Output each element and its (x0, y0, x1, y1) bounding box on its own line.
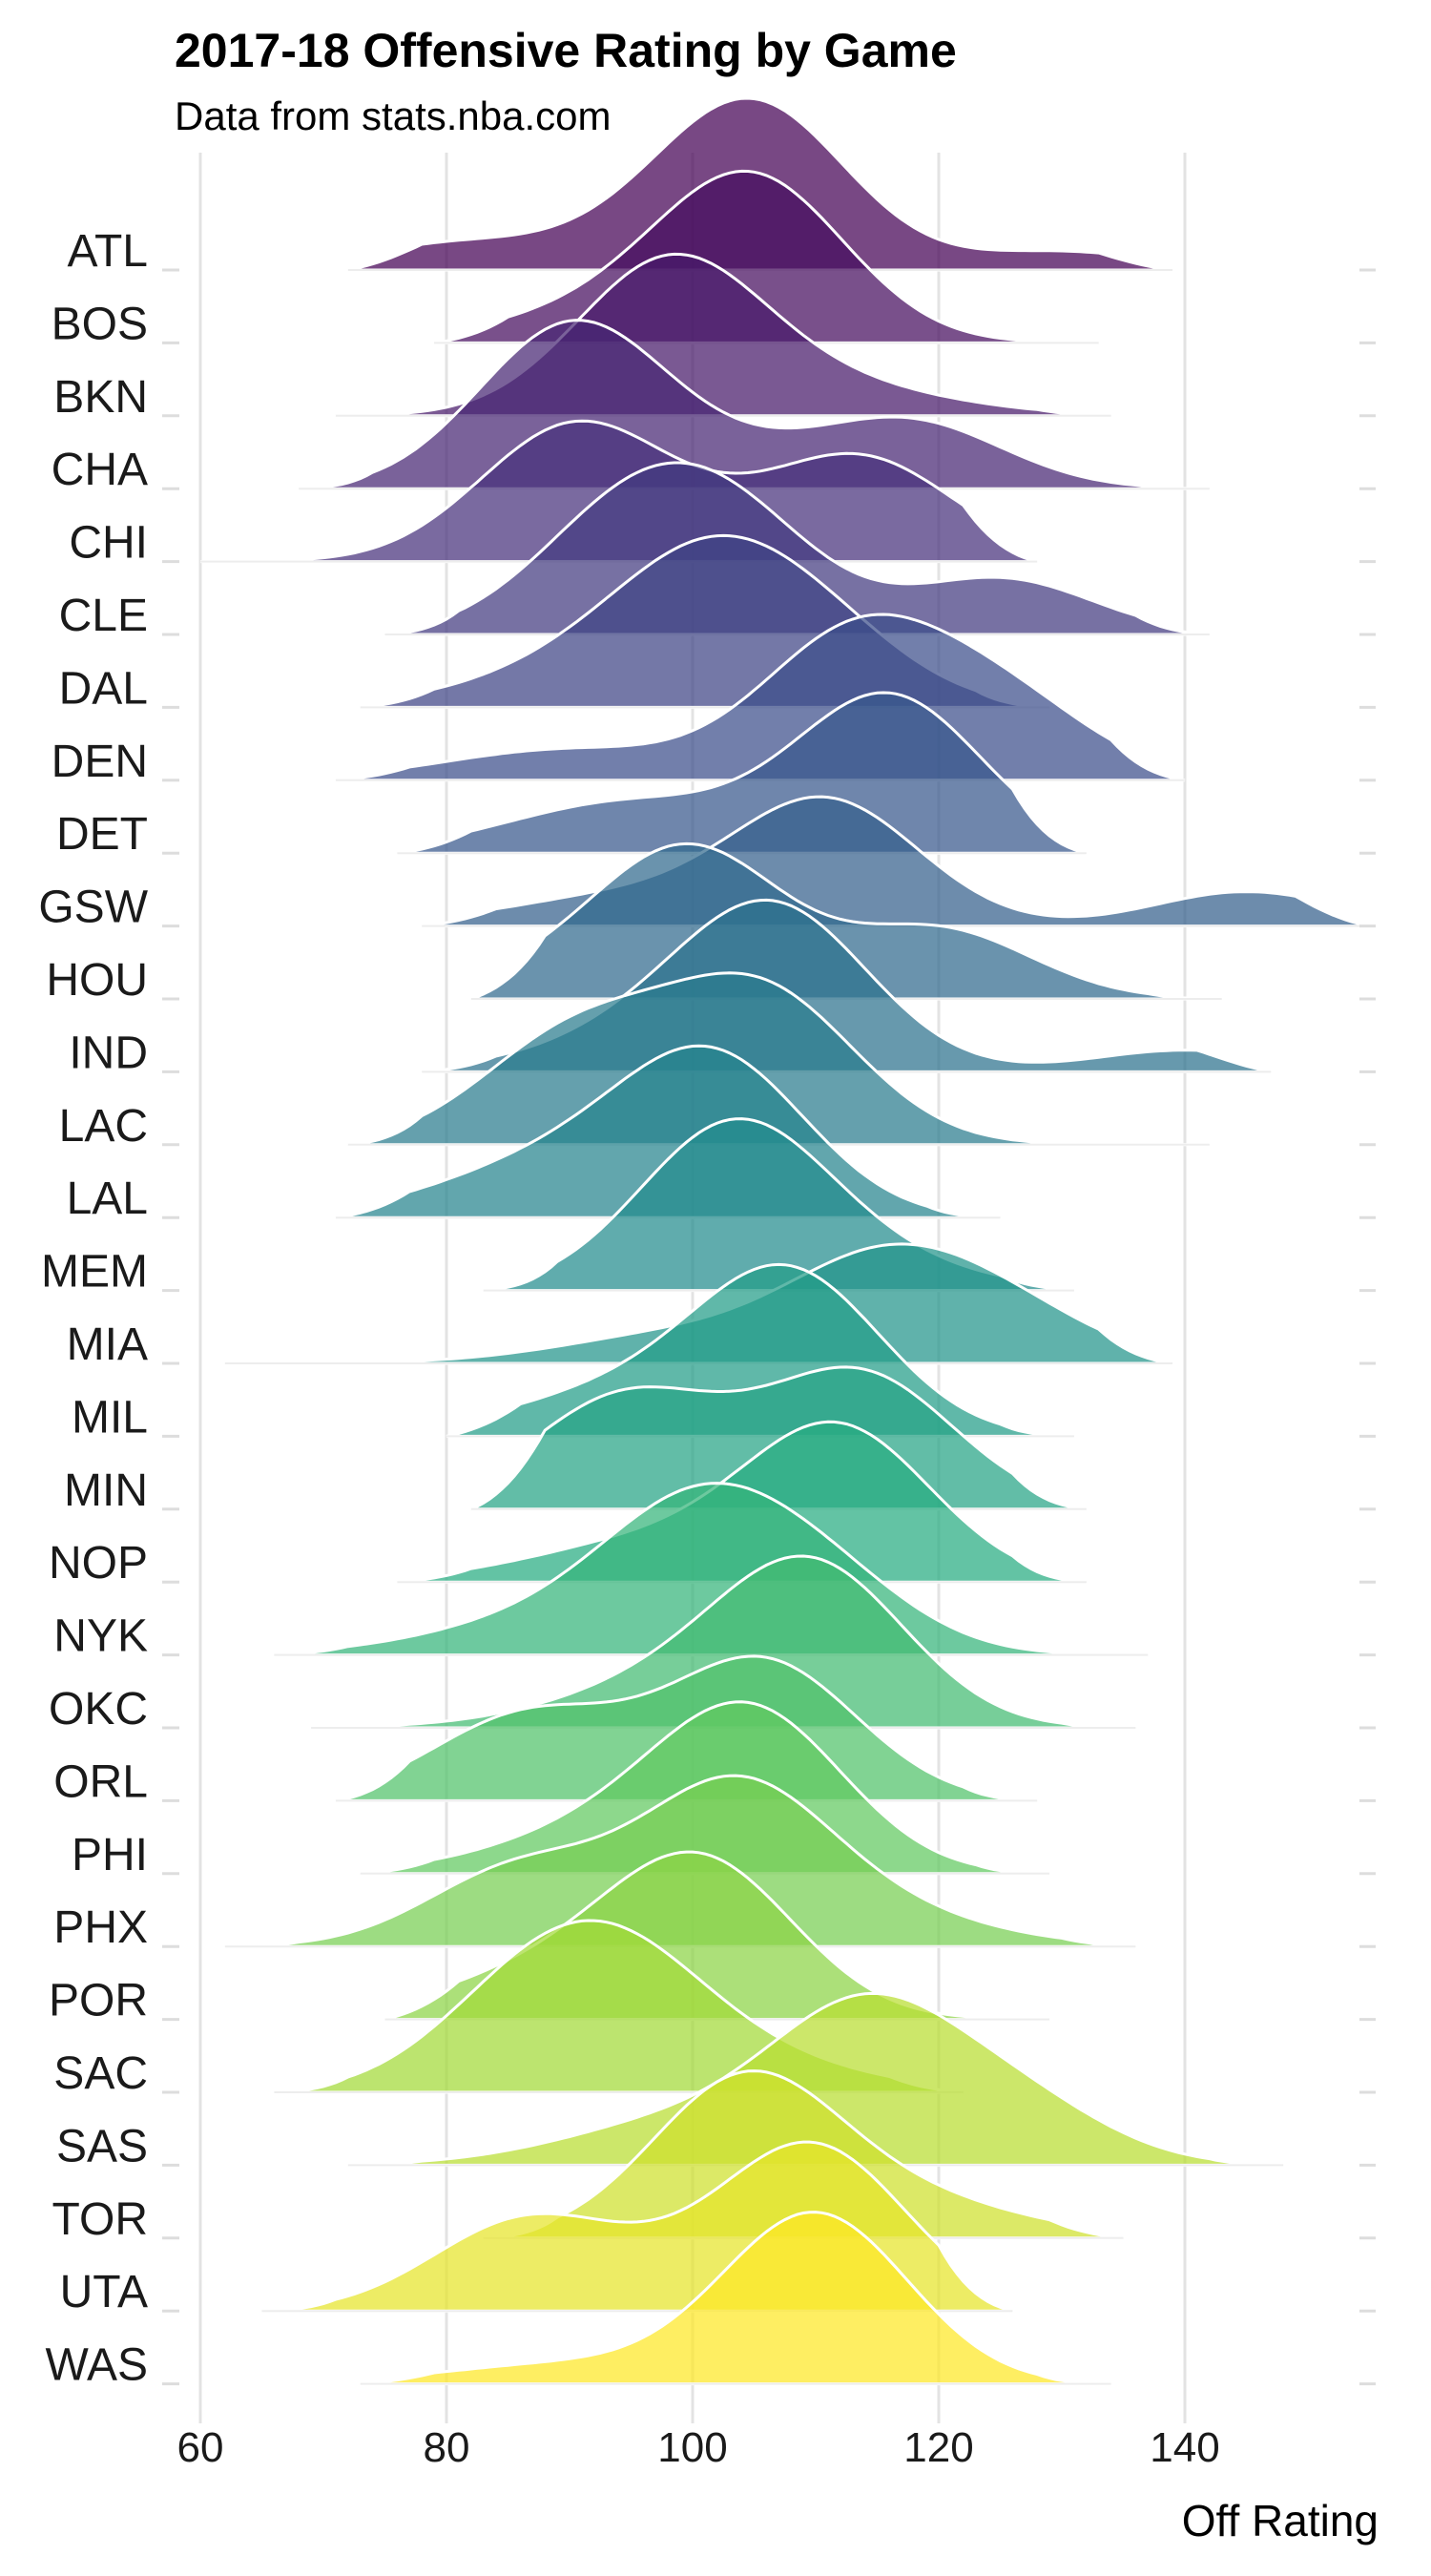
x-axis-labels: 60 80 100 120 140 (177, 2424, 1220, 2471)
y-label-uta: UTA (60, 2267, 148, 2317)
x-axis-title: Off Rating (1182, 2496, 1379, 2545)
y-label-por: POR (49, 1976, 148, 2026)
y-label-atl: ATL (68, 226, 148, 277)
ridge-cle (384, 461, 1210, 636)
y-label-lal: LAL (67, 1174, 148, 1224)
y-label-den: DEN (52, 737, 148, 787)
y-label-phi: PHI (72, 1830, 148, 1880)
y-label-det: DET (56, 809, 148, 860)
y-label-lac: LAC (59, 1101, 148, 1152)
y-label-okc: OKC (49, 1684, 148, 1735)
y-label-sas: SAS (56, 2121, 148, 2171)
ridge-nyk (274, 1482, 1149, 1657)
y-label-bkn: BKN (53, 372, 148, 423)
y-label-sac: SAC (53, 2048, 148, 2099)
ridge-hou (470, 841, 1222, 1001)
y-label-gsw: GSW (38, 883, 148, 933)
x-tick-label-80: 80 (424, 2424, 470, 2471)
x-tick-label-120: 120 (903, 2424, 973, 2471)
y-label-tor: TOR (52, 2194, 148, 2245)
y-label-orl: ORL (53, 1756, 148, 1807)
y-label-mil: MIL (72, 1392, 148, 1443)
chart-title: 2017-18 Offensive Rating by Game (175, 24, 957, 77)
y-label-was: WAS (45, 2340, 148, 2391)
y-label-hou: HOU (46, 955, 148, 1006)
chart-subtitle: Data from stats.nba.com (175, 93, 612, 138)
y-label-dal: DAL (59, 663, 148, 714)
y-label-cle: CLE (59, 591, 148, 641)
y-label-phx: PHX (53, 1902, 148, 1953)
ridge-okc (311, 1554, 1136, 1730)
y-label-nop: NOP (49, 1538, 148, 1589)
ridge-min (470, 1365, 1087, 1511)
ridge-bkn (335, 252, 1111, 418)
ridge-was (360, 2211, 1111, 2386)
y-label-nyk: NYK (53, 1611, 148, 1662)
ridge-mil (446, 1262, 1074, 1438)
x-tick-label-100: 100 (657, 2424, 727, 2471)
x-tick-label-140: 140 (1150, 2424, 1219, 2471)
y-label-ind: IND (69, 1028, 148, 1078)
ridge-det (397, 691, 1088, 855)
ridge-lal (335, 1044, 1001, 1219)
y-label-mem: MEM (41, 1247, 148, 1298)
ridge-sas (347, 1991, 1284, 2167)
y-label-chi: CHI (69, 518, 148, 569)
x-tick-label-60: 60 (177, 2424, 224, 2471)
y-axis-labels: ATL BOS BKN CHA CHI CLE DAL DEN DET GSW HOU IND LAC L… (38, 226, 1376, 2391)
y-label-mia: MIA (67, 1319, 148, 1370)
y-label-bos: BOS (52, 299, 148, 349)
y-label-cha: CHA (52, 445, 148, 495)
y-label-min: MIN (64, 1465, 148, 1516)
ridges (200, 96, 1370, 2386)
ridge-den (335, 613, 1186, 782)
